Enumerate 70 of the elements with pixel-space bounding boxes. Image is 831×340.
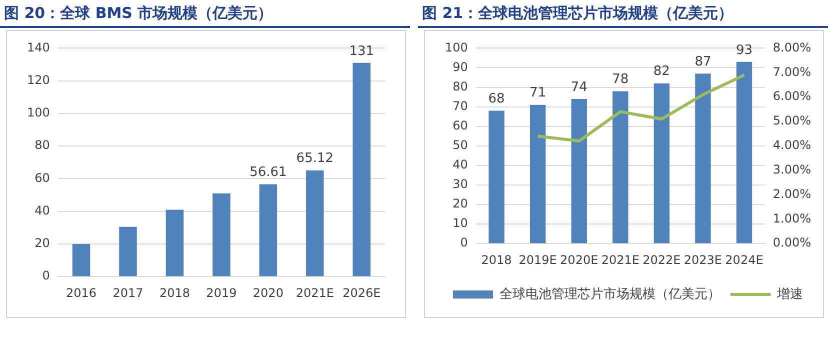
y-tick-label: 70 [452, 98, 468, 113]
y2-tick-label: 0.00% [772, 236, 812, 250]
y-tick-label: 100 [445, 40, 468, 54]
data-label: 65.12 [296, 151, 334, 166]
bar [571, 99, 587, 244]
data-label: 78 [612, 72, 629, 88]
x-tick-label: 2016 [66, 286, 97, 300]
data-label: 131 [349, 44, 374, 59]
chart-title: 图 20：全球 BMS 市场规模（亿美元） [0, 0, 410, 28]
data-label: 68 [488, 92, 505, 107]
data-label: 93 [736, 42, 753, 58]
x-tick-label: 2017 [112, 286, 144, 300]
y-tick-label: 60 [452, 118, 468, 132]
x-tick-label: 2019E [518, 252, 557, 267]
x-tick-label: 2018 [481, 252, 512, 267]
y2-tick-label: 3.00% [772, 162, 812, 176]
x-tick-label: 2022E [642, 252, 681, 267]
bar [488, 110, 504, 244]
y-tick-label: 20 [452, 196, 468, 211]
y-tick-label: 40 [34, 203, 50, 218]
bar [166, 210, 184, 276]
data-label: 74 [570, 80, 588, 95]
x-tick-label: 2026E [342, 286, 381, 300]
x-tick-label: 2023E [684, 252, 722, 267]
y-tick-label: 0 [42, 268, 50, 283]
y-tick-label: 120 [27, 72, 50, 87]
y-tick-label: 90 [452, 60, 468, 74]
y-tick-label: 50 [452, 138, 468, 152]
x-tick-label: 2019 [206, 286, 237, 300]
y-tick-label: 80 [34, 138, 50, 152]
bar [695, 74, 711, 244]
data-label: 87 [694, 54, 712, 70]
data-label: 82 [653, 64, 670, 80]
chart-title: 图 21：全球电池管理芯片市场规模（亿美元） [418, 0, 828, 28]
x-tick-label: 2020 [252, 286, 284, 300]
bar [654, 83, 670, 244]
data-label: 71 [530, 86, 546, 101]
legend-label: 增速 [776, 286, 803, 302]
y-tick-label: 60 [34, 170, 50, 185]
bar [212, 193, 230, 276]
bar [530, 104, 546, 244]
data-label: 56.61 [250, 165, 287, 180]
bar [72, 244, 90, 276]
bar [612, 91, 628, 244]
y-tick-label: 20 [34, 236, 50, 250]
bar [259, 184, 278, 276]
bar [119, 226, 137, 276]
legend-label: 全球电池管理芯片市场规模（亿美元） [500, 286, 720, 302]
y-tick-label: 100 [27, 106, 50, 120]
bar [736, 62, 752, 244]
y2-tick-label: 2.00% [772, 186, 812, 201]
y-tick-label: 40 [452, 158, 468, 172]
bar [352, 62, 371, 276]
x-tick-label: 2018 [159, 286, 190, 300]
y-tick-label: 0 [460, 236, 468, 250]
y-tick-label: 10 [452, 216, 468, 230]
x-tick-label: 2021E [296, 286, 334, 300]
y-tick-label: 80 [452, 79, 468, 94]
x-tick-label: 2020E [560, 252, 598, 267]
y2-tick-label: 8.00% [772, 40, 812, 54]
y-tick-label: 140 [27, 40, 50, 54]
y2-tick-label: 1.00% [772, 211, 812, 226]
y-tick-label: 30 [452, 177, 468, 192]
x-tick-label: 2024E [725, 252, 764, 267]
y2-tick-label: 5.00% [772, 114, 812, 128]
y2-tick-label: 6.00% [772, 89, 812, 104]
y2-tick-label: 7.00% [772, 64, 812, 79]
x-tick-label: 2021E [601, 252, 640, 267]
y2-tick-label: 4.00% [772, 138, 812, 152]
bar [306, 170, 324, 276]
